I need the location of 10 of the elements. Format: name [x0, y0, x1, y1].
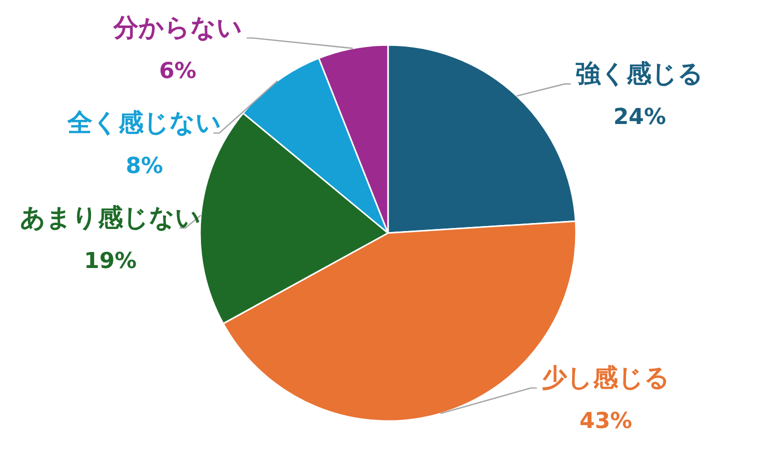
slice-label: 少し感じる: [542, 363, 670, 392]
data-label: 8%: [126, 154, 164, 179]
data-label: 6%: [159, 59, 196, 84]
slice-label: 強く感じる: [576, 58, 704, 88]
data-label: 43%: [580, 409, 632, 434]
slice-label: 全く感じない: [66, 108, 222, 137]
data-label: 19%: [84, 249, 137, 274]
slice-label: あまり感じない: [20, 203, 201, 232]
data-label: 24%: [613, 104, 666, 130]
slice-label: 分からない: [112, 13, 242, 42]
